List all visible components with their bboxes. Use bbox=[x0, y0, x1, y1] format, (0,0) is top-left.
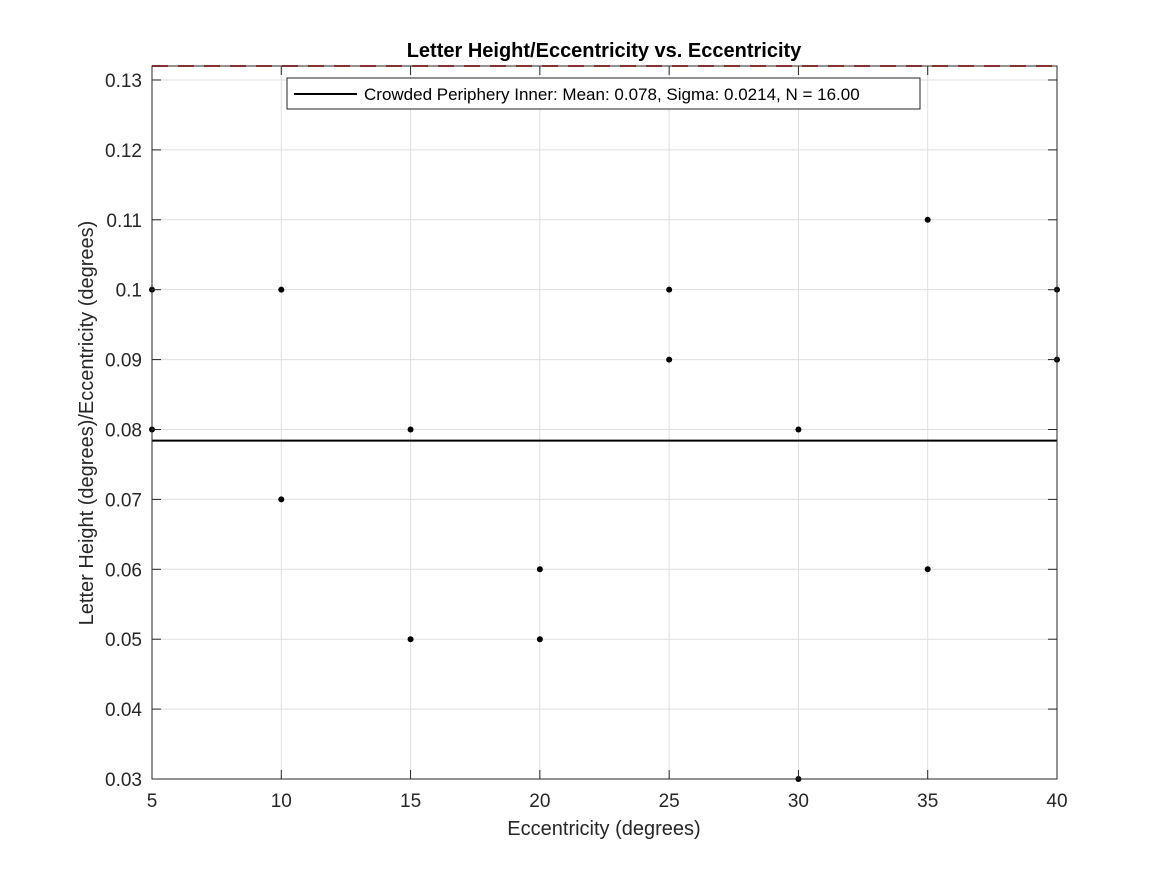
data-point bbox=[407, 636, 414, 643]
y-tick-label: 0.1 bbox=[116, 281, 142, 302]
data-point bbox=[407, 426, 414, 433]
y-tick-label: 0.06 bbox=[105, 560, 142, 581]
grid bbox=[151, 66, 1058, 780]
plot-frame bbox=[151, 65, 1058, 780]
data-point bbox=[666, 356, 673, 363]
data-points bbox=[149, 216, 1060, 782]
y-axis-title: Letter Height (degrees)/Eccentricity (de… bbox=[76, 221, 98, 626]
data-point bbox=[666, 286, 673, 293]
y-tick-label: 0.13 bbox=[105, 71, 142, 92]
x-tick-label: 5 bbox=[147, 791, 158, 812]
legend-box bbox=[286, 77, 921, 110]
x-tick-label: 25 bbox=[659, 791, 680, 812]
legend-entry-label: Crowded Periphery Inner: Mean: 0.078, Si… bbox=[364, 85, 860, 104]
y-tick-labels: 0.03 0.04 0.05 0.06 0.07 0.08 0.09 0.1 0.11 0.12 0… bbox=[105, 71, 142, 791]
data-point bbox=[536, 636, 543, 643]
data-point bbox=[924, 216, 931, 223]
x-tick-label: 30 bbox=[788, 791, 809, 812]
x-tick-labels: 5 10 15 20 25 30 35 40 bbox=[147, 791, 1068, 812]
x-tick-label: 20 bbox=[529, 791, 550, 812]
axis-ticks bbox=[151, 66, 1058, 780]
y-tick-label: 0.11 bbox=[106, 211, 142, 232]
chart-title: Letter Height/Eccentricity vs. Eccentric… bbox=[407, 40, 802, 62]
data-point bbox=[536, 566, 543, 573]
data-point bbox=[278, 286, 285, 293]
legend: Crowded Periphery Inner: Mean: 0.078, Si… bbox=[286, 77, 921, 110]
data-point bbox=[278, 496, 285, 503]
x-tick-label: 10 bbox=[271, 791, 292, 812]
plot-background bbox=[152, 66, 1057, 779]
y-tick-label: 0.08 bbox=[105, 420, 142, 441]
x-tick-label: 15 bbox=[400, 791, 421, 812]
x-axis-title: Eccentricity (degrees) bbox=[507, 818, 700, 840]
y-tick-label: 0.04 bbox=[105, 700, 142, 721]
y-tick-label: 0.05 bbox=[105, 630, 142, 651]
data-point bbox=[924, 566, 931, 573]
x-tick-label: 40 bbox=[1046, 791, 1067, 812]
y-tick-label: 0.03 bbox=[105, 770, 142, 791]
y-tick-label: 0.12 bbox=[105, 141, 142, 162]
y-tick-label: 0.09 bbox=[105, 351, 142, 372]
x-tick-label: 35 bbox=[917, 791, 938, 812]
data-point bbox=[795, 426, 802, 433]
y-tick-label: 0.07 bbox=[105, 490, 142, 511]
